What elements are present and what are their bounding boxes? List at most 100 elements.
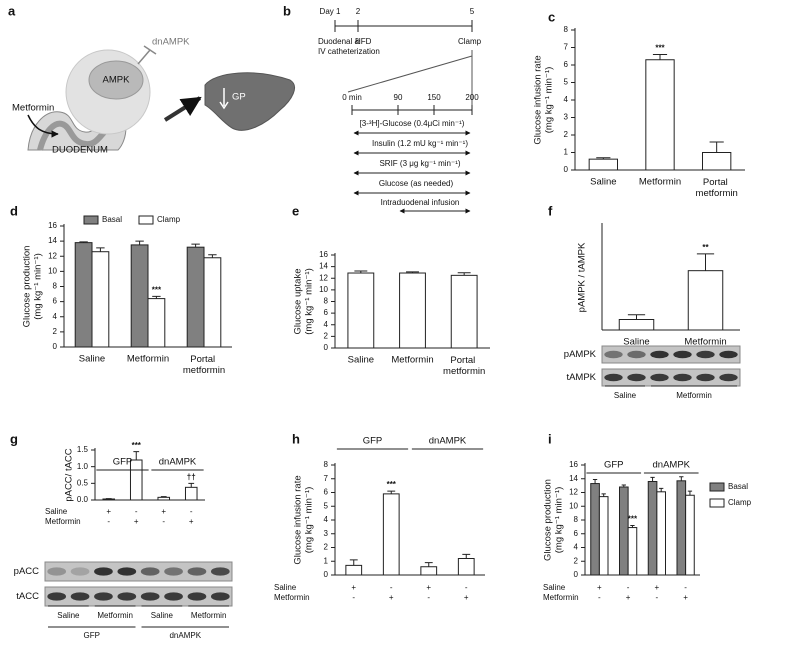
time-label: 200 <box>465 93 479 102</box>
infusion-label: Insulin (1.2 mU kg⁻¹ min⁻¹) <box>372 139 468 148</box>
condition-sign: + <box>134 517 139 526</box>
panel-letter: b <box>283 3 291 18</box>
bar <box>687 270 724 331</box>
y-tick-label: 0 <box>564 165 569 174</box>
panel-letter: a <box>8 3 16 18</box>
y-tick-label: 4 <box>53 312 58 321</box>
condition-label: Saline <box>543 583 566 592</box>
error-bar <box>424 562 433 567</box>
bar <box>74 242 93 348</box>
blot-band <box>650 350 669 359</box>
y-axis-label: (mg kg⁻¹ min⁻¹) <box>33 253 44 320</box>
blot-group-label: Saline <box>614 391 637 400</box>
y-tick-label: 2 <box>324 543 329 552</box>
bar <box>345 564 363 576</box>
blot-band <box>140 592 160 601</box>
blot-group-label: Metformin <box>676 391 712 400</box>
y-tick-label: 14 <box>569 474 578 483</box>
y-axis-label: (mg kg⁻¹ min⁻¹) <box>544 67 555 134</box>
condition-sign: + <box>351 583 356 592</box>
metformin-arrow <box>27 114 59 138</box>
bar <box>676 480 687 576</box>
error-bar <box>96 247 105 252</box>
y-axis-label: Glucose uptake <box>293 268 304 334</box>
error-bar <box>630 525 635 528</box>
y-tick-label: 8 <box>574 515 579 524</box>
group-label: dnAMPK <box>429 436 467 447</box>
bar <box>203 257 222 348</box>
big-arrow <box>163 96 202 122</box>
panel-letter: d <box>10 203 18 218</box>
error-bar <box>354 270 368 274</box>
y-tick-label: 2 <box>324 331 329 340</box>
blot-row-label: tAMPK <box>566 372 596 383</box>
error-bar <box>462 553 471 559</box>
error-bar <box>659 487 664 492</box>
significance: *** <box>628 515 638 524</box>
y-tick-label: 1 <box>324 556 329 565</box>
x-tick-label: Saline <box>590 177 616 188</box>
condition-sign: + <box>626 593 631 602</box>
panel-letter: e <box>292 203 299 218</box>
blot-band <box>94 567 113 576</box>
significance: †† <box>187 472 196 481</box>
x-tick-label: Metformin <box>391 355 433 366</box>
blot-band <box>47 592 67 601</box>
error-bar <box>133 451 140 460</box>
group-label: GFP <box>363 436 383 447</box>
condition-sign: + <box>464 593 469 602</box>
blot-band <box>70 567 90 576</box>
y-tick-label: 4 <box>564 95 569 104</box>
diagram-a: a AMPK dnAMPK Metformin DUODENUM GP <box>8 3 295 156</box>
error-bar <box>152 295 161 299</box>
condition-sign: + <box>683 593 688 602</box>
blot-band <box>673 373 692 382</box>
inhibit-line <box>137 49 151 65</box>
day-label: Day 1 <box>320 7 341 16</box>
duodenum-label: DUODENUM <box>52 145 108 156</box>
blot-group-label: Saline <box>57 611 80 620</box>
y-tick-label: 4 <box>324 320 329 329</box>
blot-row <box>44 586 233 607</box>
condition-label: Metformin <box>543 593 579 602</box>
bar <box>130 244 149 348</box>
y-axis-label: (mg kg⁻¹ min⁻¹) <box>304 268 315 335</box>
bar <box>450 274 478 349</box>
dnampk-label: dnAMPK <box>152 37 190 48</box>
y-axis-label: (mg kg⁻¹ min⁻¹) <box>304 487 315 554</box>
y-tick-label: 6 <box>324 488 329 497</box>
legend-label: Clamp <box>728 498 752 507</box>
blot-band <box>604 373 623 382</box>
condition-sign: - <box>684 583 687 592</box>
blot-band <box>187 592 207 601</box>
y-tick-label: 4 <box>324 515 329 524</box>
group-label: dnAMPK <box>653 460 691 471</box>
legend-label: Basal <box>728 482 748 491</box>
y-tick-label: 8 <box>53 282 58 291</box>
blot-band <box>604 350 623 359</box>
bar <box>656 491 666 576</box>
ampk-label: AMPK <box>103 75 131 86</box>
blot-row <box>601 345 741 364</box>
error-bar <box>592 478 598 484</box>
y-tick-label: 14 <box>319 262 328 271</box>
y-tick-label: 0 <box>53 342 58 351</box>
bar <box>157 496 171 501</box>
y-tick-label: 1.5 <box>77 445 89 454</box>
blot-band <box>673 350 692 359</box>
y-tick-label: 7 <box>564 43 569 52</box>
y-tick-label: 12 <box>319 273 328 282</box>
gp-label: GP <box>232 92 246 103</box>
error-bar <box>596 157 611 160</box>
event-label: Duodenal & <box>318 37 360 46</box>
bar <box>598 496 609 576</box>
zoom-line <box>347 55 473 93</box>
bar <box>647 481 658 576</box>
bar <box>645 59 675 171</box>
y-tick-label: 10 <box>319 285 328 294</box>
condition-sign: + <box>426 583 431 592</box>
blot-band <box>94 592 113 601</box>
y-tick-label: 7 <box>324 474 329 483</box>
y-tick-label: 2 <box>574 556 579 565</box>
